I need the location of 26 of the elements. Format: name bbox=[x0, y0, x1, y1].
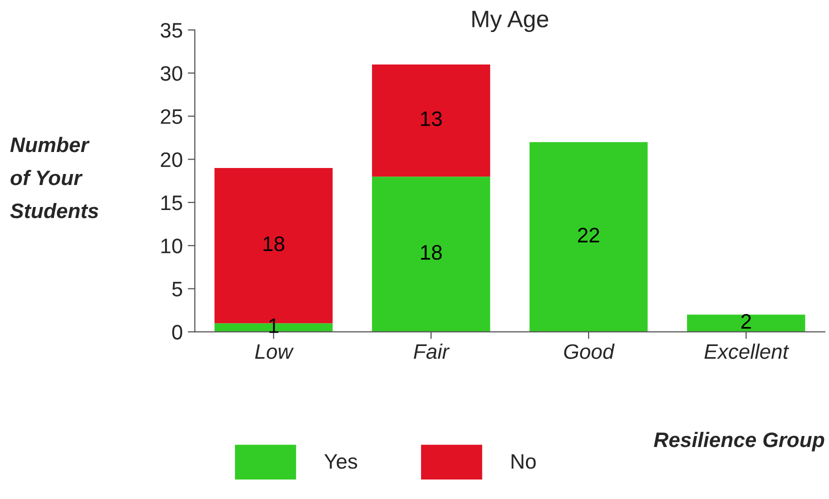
bar bbox=[530, 142, 648, 332]
bar bbox=[372, 176, 490, 332]
y-tick-label: 5 bbox=[172, 282, 182, 296]
data-label: 22 bbox=[578, 228, 600, 242]
y-tick-label: 15 bbox=[161, 196, 182, 210]
x-tick-label: Excellent bbox=[704, 344, 790, 359]
y-tick-label: 10 bbox=[161, 238, 182, 254]
y-tick-label: 25 bbox=[160, 109, 182, 124]
chart-title: My Age bbox=[472, 10, 548, 32]
y-tick-label: 30 bbox=[160, 66, 182, 81]
y-axis-title: Number of Your Students bbox=[10, 136, 98, 218]
y-tick-label: 0 bbox=[172, 324, 182, 340]
legend-label: No bbox=[512, 454, 536, 469]
x-tick-label: Fair bbox=[414, 344, 450, 359]
data-label: 13 bbox=[421, 111, 442, 126]
data-label: 18 bbox=[264, 236, 284, 252]
bar bbox=[687, 314, 806, 332]
data-label: 2 bbox=[741, 314, 751, 329]
x-tick-label: Good bbox=[564, 344, 615, 359]
y-tick-label: 20 bbox=[160, 152, 182, 168]
legend-label: Yes bbox=[324, 454, 358, 469]
y-tick-label: 35 bbox=[160, 22, 182, 38]
data-label: 18 bbox=[421, 245, 442, 260]
bar bbox=[372, 64, 490, 177]
x-tick-label: Low bbox=[255, 344, 294, 359]
x-axis-title: Resilience Group bbox=[654, 432, 824, 452]
